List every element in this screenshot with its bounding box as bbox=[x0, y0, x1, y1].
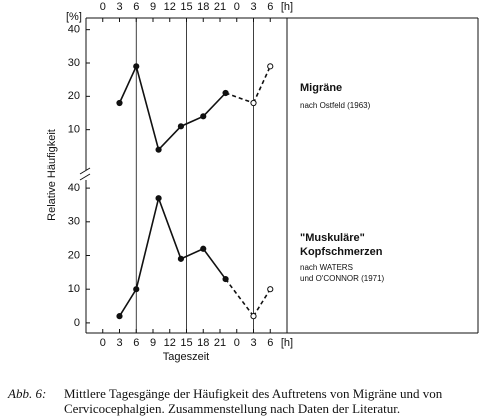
point bbox=[177, 123, 185, 130]
axis-break bbox=[79, 167, 91, 175]
point bbox=[200, 113, 207, 120]
x-tick-label: 3 bbox=[116, 337, 122, 349]
x-tick-label: 0 bbox=[100, 337, 106, 349]
x-unit: [h] bbox=[281, 1, 293, 13]
y-tick-label: 30 bbox=[68, 216, 80, 228]
connector bbox=[225, 92, 254, 104]
point bbox=[267, 63, 274, 70]
point bbox=[267, 286, 274, 293]
x-tick-label: 15 bbox=[180, 1, 192, 13]
annotation-title: "Muskuläre" bbox=[300, 232, 365, 244]
x-tick-label: 18 bbox=[197, 1, 209, 13]
point bbox=[250, 313, 257, 320]
x-unit: [h] bbox=[281, 337, 293, 349]
x-tick-label: 3 bbox=[250, 1, 256, 13]
x-axis-label: Tageszeit bbox=[163, 351, 209, 363]
x-tick-label: 9 bbox=[150, 337, 156, 349]
annotation-source: nach WATERS bbox=[300, 263, 353, 272]
line bbox=[118, 195, 227, 317]
line bbox=[252, 66, 271, 104]
point bbox=[133, 286, 140, 293]
x-tick-label: 12 bbox=[164, 337, 176, 349]
x-tick-label: 6 bbox=[133, 337, 139, 349]
point bbox=[155, 146, 162, 153]
x-tick-label: 21 bbox=[214, 337, 226, 349]
x-tick-label: 3 bbox=[250, 337, 256, 349]
line bbox=[118, 63, 227, 152]
y-tick-label: 10 bbox=[68, 124, 80, 136]
annotation-source: und O'CONNOR (1971) bbox=[300, 274, 385, 283]
point bbox=[155, 195, 162, 202]
y-unit: [%] bbox=[66, 11, 82, 23]
y-tick-label: 40 bbox=[68, 182, 80, 194]
annotation-title: Kopfschmerzen bbox=[300, 246, 383, 258]
x-tick-label: 0 bbox=[234, 1, 240, 13]
x-tick-label: 0 bbox=[234, 337, 240, 349]
axis-break bbox=[79, 173, 91, 181]
x-tick-label: 6 bbox=[133, 1, 139, 13]
connector bbox=[224, 278, 255, 317]
point bbox=[116, 313, 123, 320]
caption-line: Mittlere Tagesgänge der Häufigkeit des A… bbox=[64, 386, 443, 401]
y-tick-label: 20 bbox=[68, 249, 80, 261]
point bbox=[200, 245, 207, 252]
point bbox=[177, 255, 185, 262]
x-tick-label: 12 bbox=[164, 1, 176, 13]
point bbox=[116, 99, 123, 107]
y-tick-label: 0 bbox=[74, 317, 80, 329]
point bbox=[133, 63, 140, 70]
point bbox=[250, 99, 257, 107]
caption-line: Cervicocephalgien. Zusammenstellung nach… bbox=[64, 401, 400, 416]
x-tick-label: 0 bbox=[100, 1, 106, 13]
y-tick-label: 10 bbox=[68, 283, 80, 295]
x-tick-label: 18 bbox=[197, 337, 209, 349]
y-tick-label: 30 bbox=[68, 57, 80, 69]
x-tick-label: 3 bbox=[116, 1, 122, 13]
annotation-source: nach Ostfeld (1963) bbox=[300, 101, 371, 110]
x-tick-label: 21 bbox=[214, 1, 226, 13]
line bbox=[252, 288, 271, 317]
y-axis-label: Relative Häufigkeit bbox=[46, 129, 58, 221]
x-tick-label: 15 bbox=[180, 337, 192, 349]
y-tick-label: 40 bbox=[68, 24, 80, 36]
x-tick-label: 9 bbox=[150, 1, 156, 13]
x-tick-label: 6 bbox=[267, 337, 273, 349]
y-tick-label: 20 bbox=[68, 90, 80, 102]
caption-label: Abb. 6: bbox=[7, 386, 46, 401]
annotation-title: Migräne bbox=[300, 82, 342, 94]
x-tick-label: 6 bbox=[267, 1, 273, 13]
